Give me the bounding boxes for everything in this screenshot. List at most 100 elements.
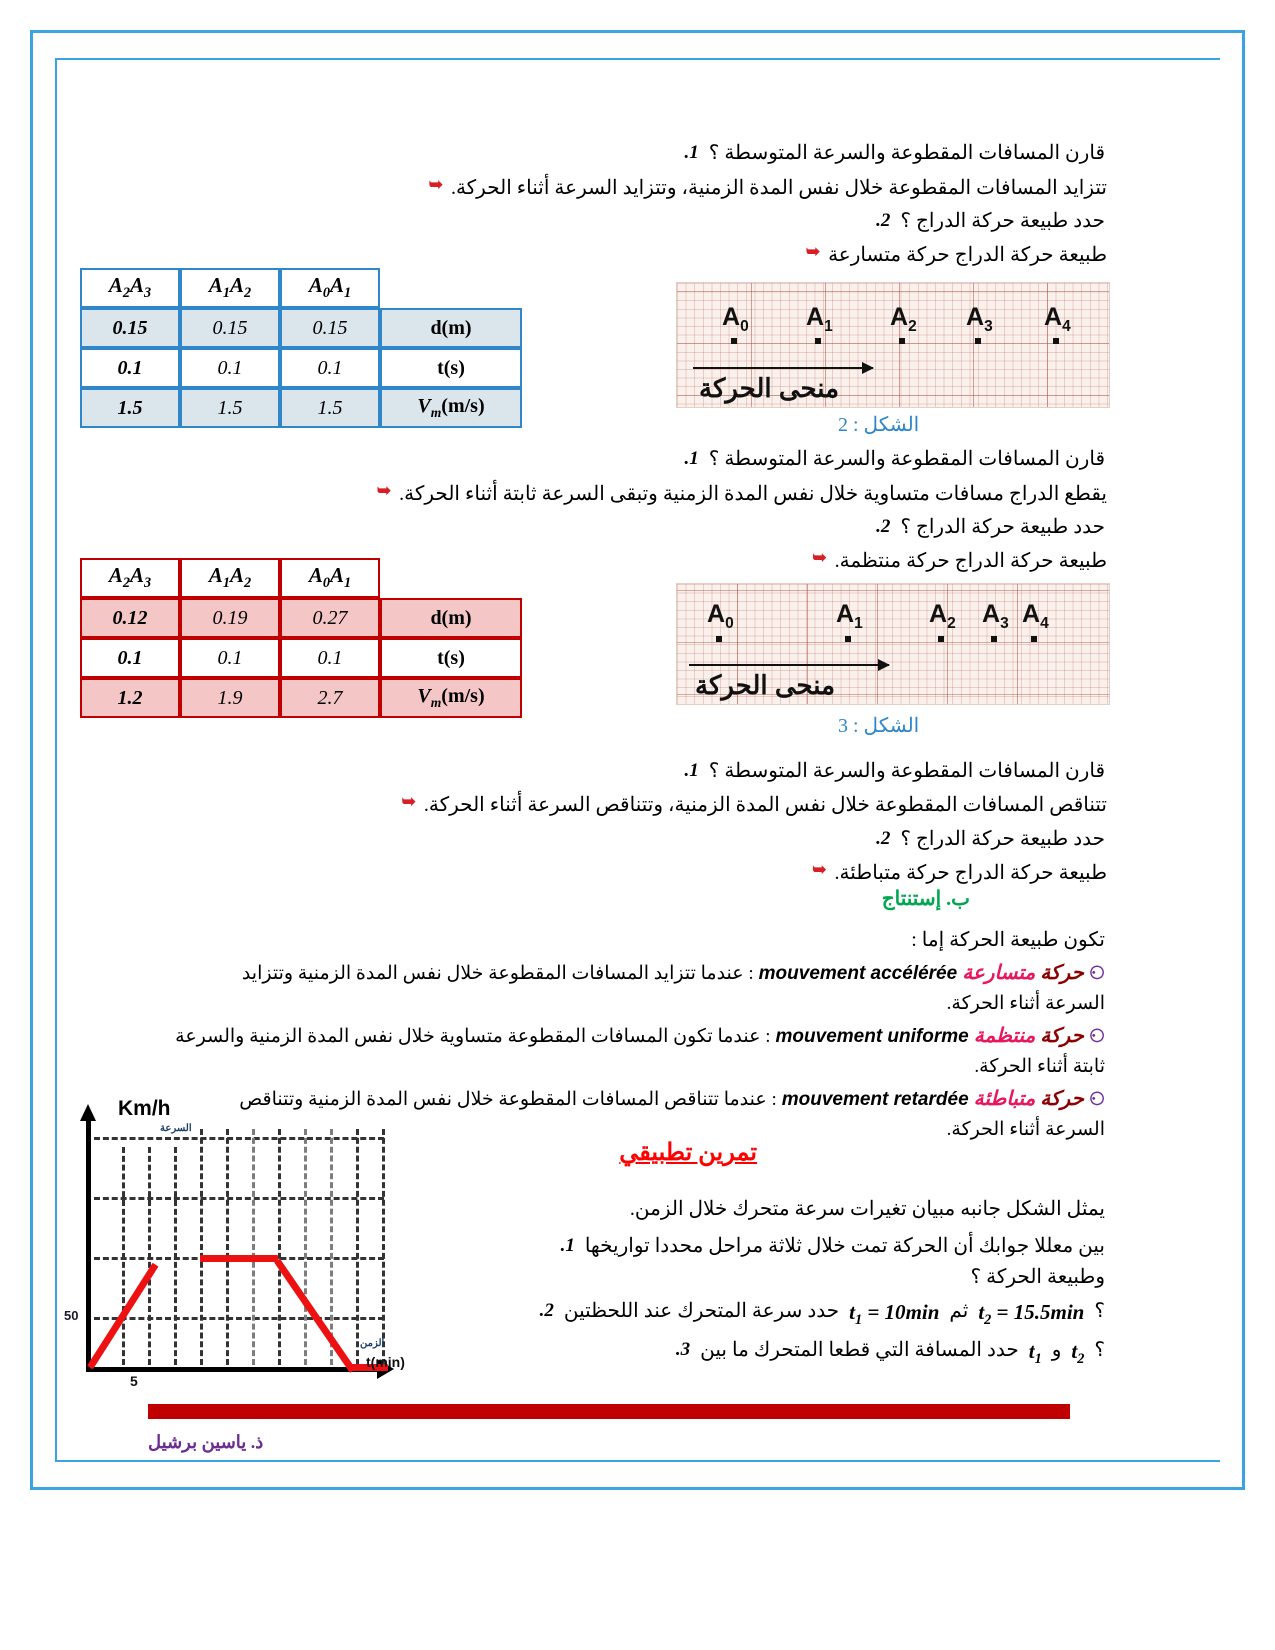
- point-dot-a1: [845, 636, 851, 642]
- point-dot-a4: [1053, 338, 1059, 344]
- definition-text: : عندما تتناقص المسافات المقطوعة خلال نف…: [239, 1089, 777, 1110]
- question-number: 1.: [684, 142, 699, 163]
- exercise-title: تمرين تطبيقي: [619, 1140, 757, 1166]
- answer-arrow-icon: ➥: [805, 242, 821, 261]
- gridline-v: [356, 1129, 359, 1365]
- question-number: 2.: [876, 516, 891, 537]
- point-dot-a2: [899, 338, 905, 344]
- chart-x-axis: [86, 1359, 394, 1379]
- table-row: (m/s)Vm 1.5 1.5 1.5: [80, 388, 522, 428]
- cell: 1.5: [280, 388, 380, 428]
- answer-arrow-icon: ➥: [376, 481, 392, 500]
- exercise-question-2: 2. حدد سرعة المتحرك عند اللحظتين t1 = 10…: [540, 1296, 1105, 1331]
- table-row: A0A1 A1A2 A2A3: [80, 558, 522, 598]
- motion-direction-arrow-icon: [689, 659, 890, 671]
- time-value-t1: t1 = 10min: [849, 1300, 940, 1329]
- term-word: حركة: [1040, 1088, 1084, 1110]
- table-header-cell: A0A1: [280, 558, 380, 598]
- page-border-inner: [55, 58, 1220, 1462]
- row-label: t(s): [380, 348, 522, 388]
- term-kind: منتظمة: [973, 1025, 1036, 1047]
- cell: 0.12: [80, 598, 180, 638]
- velocity-time-chart: Km/h السرعة 50 5 الزمن t(min): [60, 1097, 410, 1390]
- point-label-a1: A1: [836, 600, 863, 632]
- exercise-intro: يمثل الشكل جانبه مبيان تغيرات سرعة متحرك…: [629, 1198, 1105, 1220]
- chart-line-segment-falling: [274, 1258, 356, 1373]
- point-label-a2: A2: [890, 303, 917, 335]
- cell: 2.7: [280, 678, 380, 718]
- cell: 0.1: [180, 638, 280, 678]
- exercise-question-3: 3. حدد المسافة التي قطعا المتحرك ما بين …: [676, 1335, 1105, 1370]
- figure-3-caption: الشكل : 3: [838, 715, 920, 737]
- point-label-a1: A1: [806, 303, 833, 335]
- gridline-v: [200, 1129, 203, 1365]
- cell: 1.5: [180, 388, 280, 428]
- answer-text: طبيعة حركة الدراج حركة منتظمة.: [834, 550, 1107, 572]
- cell: 0.1: [180, 348, 280, 388]
- point-label-a2: A2: [929, 600, 956, 632]
- row-label: (m/s)Vm: [380, 388, 522, 428]
- question-number: 1.: [684, 448, 699, 469]
- answer-arrow-icon: ➥: [428, 175, 443, 194]
- cell: 0.15: [80, 308, 180, 348]
- term-kind: متسارعة: [962, 962, 1036, 984]
- gridline-h: [94, 1197, 384, 1200]
- gridline-v: [330, 1129, 333, 1365]
- row-label: t(s): [380, 638, 522, 678]
- table-header-cell: A1A2: [180, 268, 280, 308]
- cell: 0.19: [180, 598, 280, 638]
- row-label: d(m): [380, 598, 522, 638]
- bullet-c-icon: ⚆: [1088, 963, 1105, 983]
- question-number: 2.: [539, 1300, 554, 1321]
- table-header-cell: A2A3: [80, 268, 180, 308]
- exercise-question-1: 1. بين معللا جوابك أن الحركة تمت خلال ثل…: [561, 1231, 1105, 1262]
- answer-2-fig2: ➥ طبيعة حركة الدراج حركة متسارعة: [806, 240, 1107, 271]
- figure-2-motion-diagram: A0 A1 A2 A3 A4 منحى الحركة: [676, 282, 1110, 408]
- table-corner-cell: [380, 558, 522, 598]
- question-text: حدد المسافة التي قطعا المتحرك ما بين: [700, 1339, 1019, 1361]
- french-term: mouvement accélérée: [758, 963, 958, 984]
- question-number: 1.: [560, 1235, 575, 1256]
- motion-direction-arrow-icon: [693, 362, 874, 374]
- cell: 0.15: [280, 308, 380, 348]
- question-text: حدد طبيعة حركة الدراج ؟: [900, 516, 1105, 538]
- table-header-cell: A1A2: [180, 558, 280, 598]
- gridline-v: [304, 1129, 307, 1365]
- table-row: t(s) 0.1 0.1 0.1: [80, 348, 522, 388]
- cell: 1.5: [80, 388, 180, 428]
- gridline-h: [94, 1137, 384, 1140]
- term-kind: متباطئة: [973, 1088, 1036, 1110]
- question-2-fig3: 2. حدد طبيعة حركة الدراج ؟: [876, 512, 1105, 543]
- point-label-a0: A0: [707, 600, 734, 632]
- table-row: (m/s)Vm 2.7 1.9 1.2: [80, 678, 522, 718]
- question-text: قارن المسافات المقطوعة والسرعة المتوسطة …: [708, 760, 1105, 782]
- cell: 0.27: [280, 598, 380, 638]
- point-dot-a0: [716, 636, 722, 642]
- motion-path-label: منحى الحركة: [695, 670, 836, 700]
- time-symbol-t1: t1: [1028, 1339, 1042, 1368]
- point-label-a4: A4: [1022, 600, 1049, 632]
- chart-line-segment-zero: [350, 1364, 388, 1371]
- table-row: t(s) 0.1 0.1 0.1: [80, 638, 522, 678]
- conclusion-item-uniform-line2: ثابتة أثناء الحركة.: [974, 1056, 1105, 1077]
- exercise-question-1-line2: وطبيعة الحركة ؟: [970, 1266, 1105, 1288]
- cell: 0.1: [80, 348, 180, 388]
- question-1-retarded: 1. قارن المسافات المقطوعة والسرعة المتوس…: [684, 756, 1105, 787]
- answer-arrow-icon: ➥: [401, 792, 416, 811]
- point-dot-a1: [815, 338, 821, 344]
- answer-1-fig3: ➥ يقطع الدراج مسافات متساوية خلال نفس ال…: [377, 479, 1107, 510]
- figure-2-caption: الشكل : 2: [838, 414, 920, 436]
- cell: 0.1: [280, 348, 380, 388]
- chart-y-tick-50: 50: [64, 1308, 79, 1323]
- point-label-a3: A3: [966, 303, 993, 335]
- gridline-v: [148, 1147, 151, 1365]
- cell: 1.2: [80, 678, 180, 718]
- conclusion-item-accelerated-line2: السرعة أثناء الحركة.: [946, 993, 1105, 1014]
- point-dot-a3: [991, 636, 997, 642]
- bullet-c-icon: ⚆: [1088, 1026, 1105, 1046]
- gridline-v: [174, 1147, 177, 1365]
- answer-text: طبيعة حركة الدراج حركة متباطئة.: [834, 862, 1107, 884]
- point-label-a0: A0: [722, 303, 749, 335]
- chart-x-tick-5: 5: [130, 1373, 138, 1389]
- term-word: حركة: [1040, 962, 1084, 984]
